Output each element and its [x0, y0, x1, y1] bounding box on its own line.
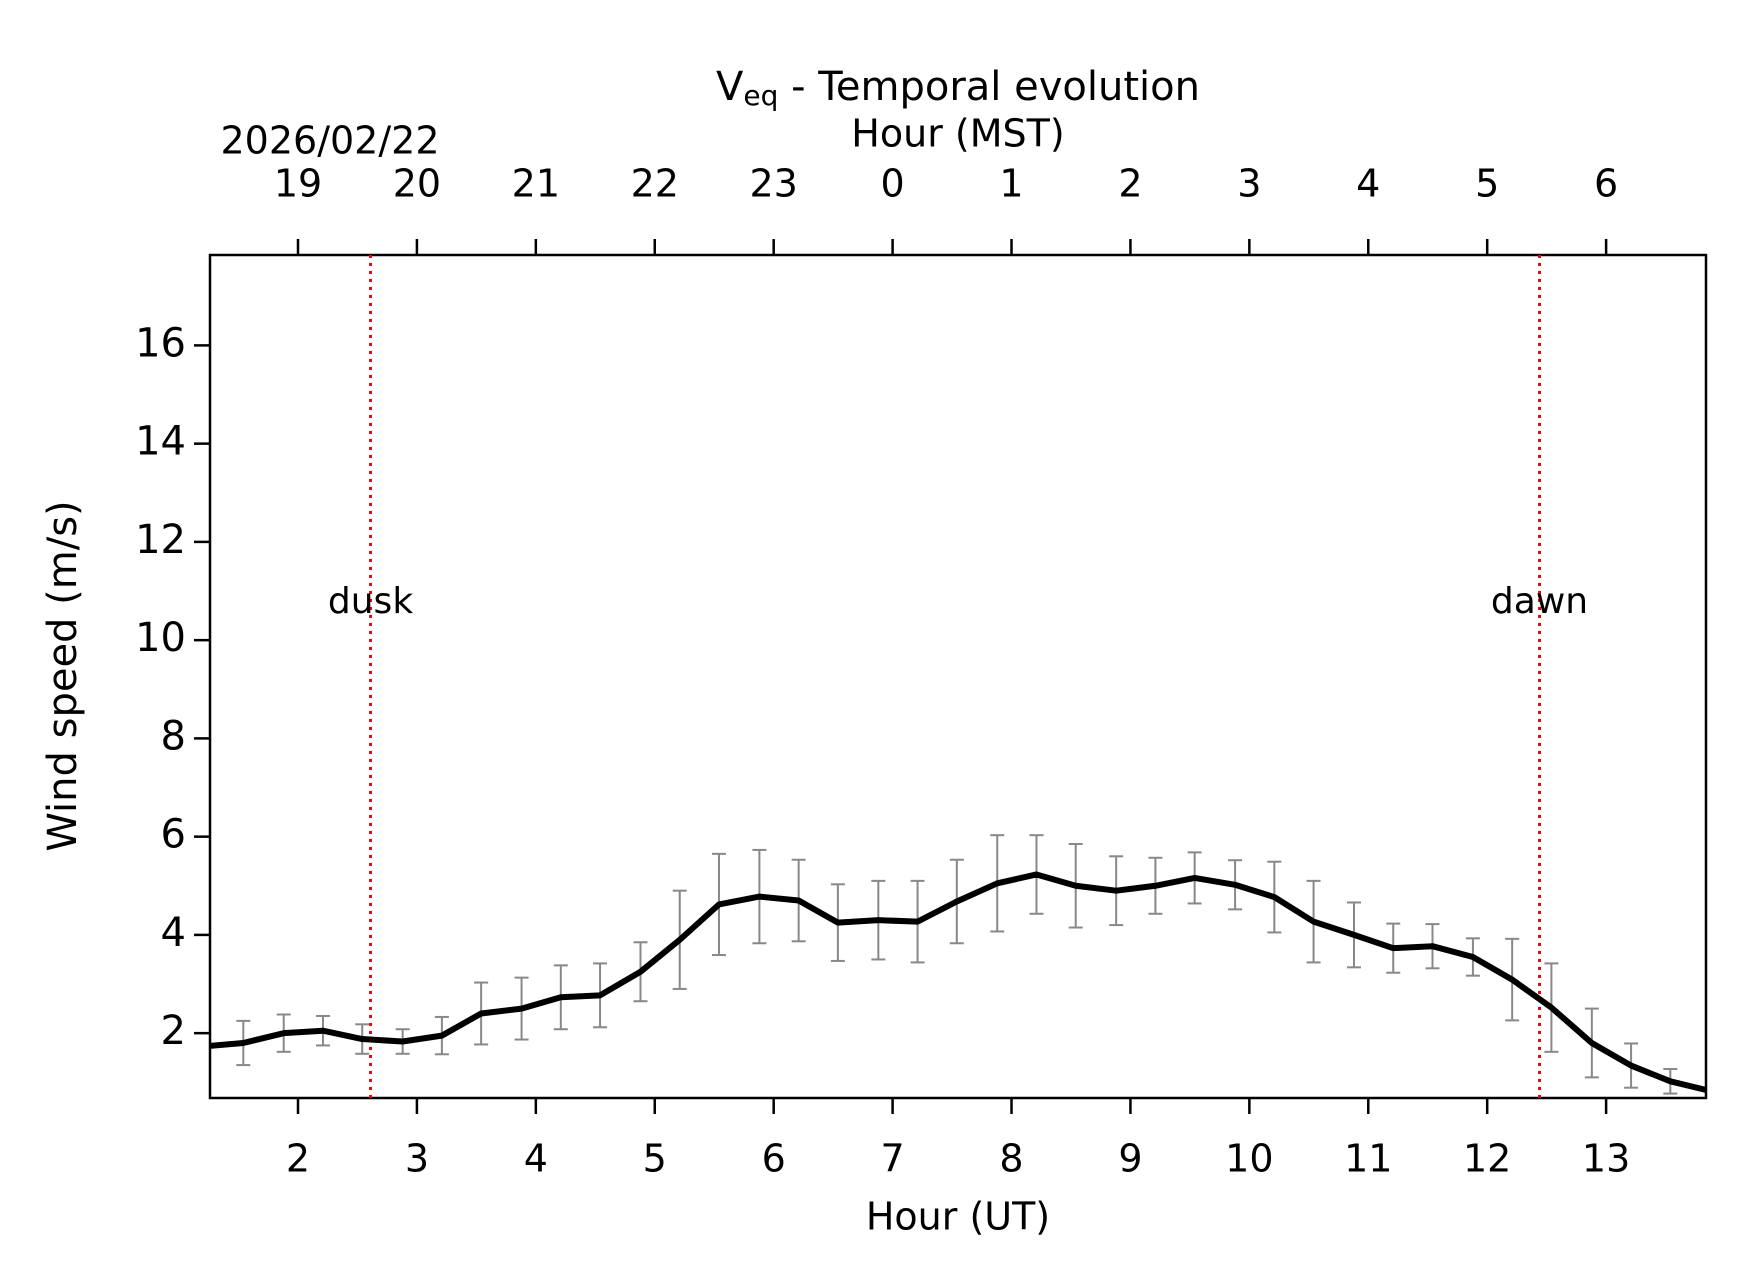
- x-tick-label: 4: [524, 1137, 548, 1181]
- x2-axis-label: Hour (MST): [851, 112, 1064, 156]
- x-tick-label: 9: [1118, 1137, 1142, 1181]
- x-tick-label: 6: [762, 1137, 786, 1181]
- x-tick-label: 10: [1225, 1137, 1273, 1181]
- x-tick-label: 3: [405, 1137, 429, 1181]
- title-symbol: V: [716, 64, 744, 110]
- x2-tick-label: 22: [631, 162, 679, 206]
- data-line: [210, 871, 1706, 1094]
- x2-tick-label: 6: [1594, 162, 1618, 206]
- x2-tick-label: 20: [393, 162, 441, 206]
- y-tick-label: 6: [161, 812, 186, 858]
- x-tick-label: 8: [999, 1137, 1023, 1181]
- x2-tick-label: 23: [749, 162, 797, 206]
- x2-tick-label: 19: [274, 162, 322, 206]
- y-tick-label: 4: [161, 910, 186, 956]
- x-tick-label: 5: [643, 1137, 667, 1181]
- plot-area: dusk dawn: [210, 255, 1706, 1098]
- title-subscript: eq: [743, 79, 778, 112]
- x2-tick-label: 1: [999, 162, 1023, 206]
- y-tick-label: 14: [135, 419, 186, 465]
- x-tick-label: 11: [1344, 1137, 1392, 1181]
- x-tick-label: 13: [1582, 1137, 1630, 1181]
- y-tick-label: 10: [135, 615, 186, 661]
- y-tick-label: 16: [135, 320, 186, 366]
- chart-title: Veq - Temporal evolution: [716, 64, 1200, 112]
- y-tick-label: 12: [135, 517, 186, 563]
- x2-tick-label: 4: [1356, 162, 1380, 206]
- y-tick-label: 8: [161, 713, 186, 759]
- x-tick-label: 7: [881, 1137, 905, 1181]
- plot-frame: [208, 253, 1708, 1100]
- x-tick-label: 2: [286, 1137, 310, 1181]
- x2-tick-label: 21: [512, 162, 560, 206]
- x2-tick-label: 0: [881, 162, 905, 206]
- annotation-label: dusk: [328, 581, 413, 622]
- x-tick-label: 12: [1463, 1137, 1511, 1181]
- x-axis-label: Hour (UT): [866, 1195, 1050, 1239]
- x2-tick-label: 2: [1118, 162, 1142, 206]
- title-text: - Temporal evolution: [778, 64, 1200, 110]
- date-label: 2026/02/22: [220, 119, 439, 163]
- y-tick-label: 2: [161, 1008, 186, 1054]
- x2-tick-label: 3: [1237, 162, 1261, 206]
- x2-tick-label: 5: [1475, 162, 1499, 206]
- annotation-label: dawn: [1491, 581, 1588, 622]
- y-axis-label: Wind speed (m/s): [40, 500, 86, 851]
